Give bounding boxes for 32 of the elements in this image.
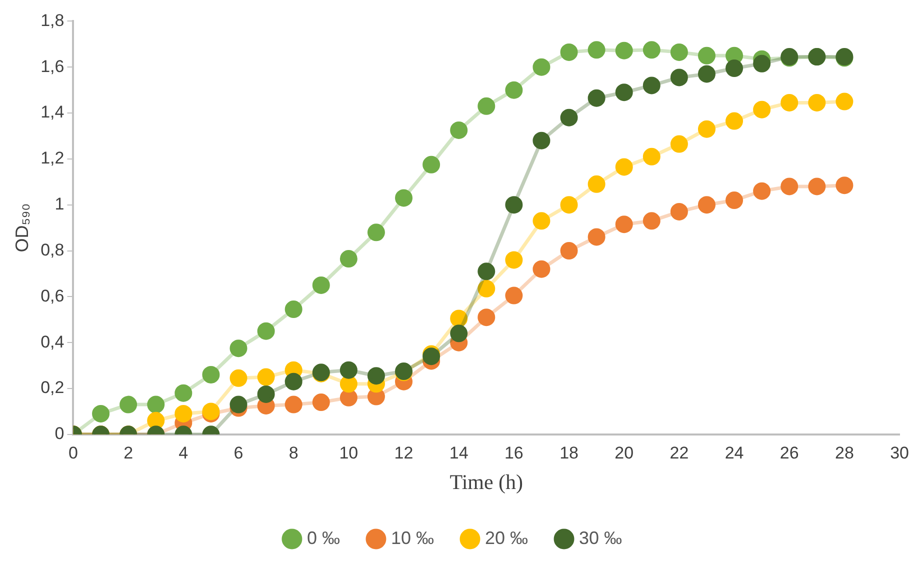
x-tick-label: 18: [560, 443, 578, 462]
y-tick-label: 0: [54, 424, 64, 444]
x-tick-label: 12: [394, 443, 414, 462]
x-tick-label: 24: [724, 443, 744, 462]
legend-label: 20 ‰: [484, 528, 528, 548]
x-tick-label: 28: [834, 443, 854, 462]
y-tick-label: 1,4: [40, 102, 64, 122]
x-tick-label: 0: [68, 443, 78, 462]
y-tick-label: 1,8: [40, 10, 64, 30]
x-tick-label: 4: [178, 443, 188, 462]
x-tick-label: 2: [124, 443, 134, 462]
x-tick-label: 8: [288, 443, 298, 462]
y-tick-label: 0,8: [40, 240, 64, 260]
x-tick-label: 22: [670, 443, 689, 462]
x-tick-label: 14: [449, 443, 468, 462]
y-axis-title: OD₅₉₀: [12, 203, 32, 252]
y-tick-label: 0,2: [40, 378, 64, 398]
legend-label: 30 ‰: [579, 528, 622, 548]
y-tick-label: 1,2: [40, 148, 64, 168]
y-tick-label: 0,4: [40, 332, 64, 352]
x-tick-label: 20: [614, 443, 634, 462]
x-tick-label: 6: [234, 443, 244, 462]
y-tick-label: 1: [54, 194, 64, 214]
x-tick-label: 26: [780, 443, 799, 462]
y-tick-label: 1,6: [40, 56, 64, 76]
legend-label: 10 ‰: [390, 528, 434, 548]
x-tick-label: 16: [504, 443, 524, 462]
x-tick-label: 30: [890, 443, 910, 462]
legend-label: 0 ‰: [306, 528, 340, 548]
x-tick-label: 10: [339, 443, 358, 462]
y-tick-label: 0,6: [40, 286, 64, 306]
x-axis-title: Time (h): [450, 470, 524, 494]
